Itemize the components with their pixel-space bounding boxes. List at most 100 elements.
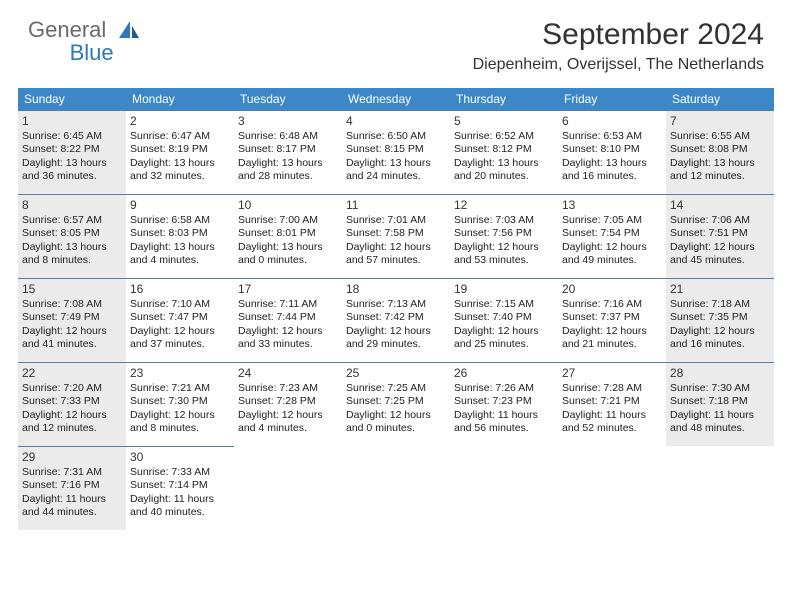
daylight-text-2: and 41 minutes. <box>22 338 97 350</box>
daylight-text: Daylight: 12 hours <box>238 409 323 421</box>
daylight-text: Daylight: 13 hours <box>562 157 647 169</box>
calendar: SundayMondayTuesdayWednesdayThursdayFrid… <box>18 88 774 530</box>
daylight-text-2: and 29 minutes. <box>346 338 421 350</box>
day-number: 10 <box>238 198 338 212</box>
title-block: September 2024 Diepenheim, Overijssel, T… <box>473 18 764 74</box>
day-cell: 2Sunrise: 6:47 AMSunset: 8:19 PMDaylight… <box>126 110 234 194</box>
page-subtitle: Diepenheim, Overijssel, The Netherlands <box>473 56 764 74</box>
day-header: Tuesday <box>234 88 342 110</box>
daylight-text: Daylight: 11 hours <box>562 409 646 421</box>
day-cell: 23Sunrise: 7:21 AMSunset: 7:30 PMDayligh… <box>126 362 234 446</box>
daylight-text: Daylight: 11 hours <box>670 409 754 421</box>
daylight-text: Daylight: 12 hours <box>22 325 107 337</box>
sunset-text: Sunset: 7:14 PM <box>130 479 208 491</box>
calendar-week-row: 8Sunrise: 6:57 AMSunset: 8:05 PMDaylight… <box>18 194 774 278</box>
sunrise-text: Sunrise: 7:15 AM <box>454 298 534 310</box>
sunset-text: Sunset: 7:42 PM <box>346 311 424 323</box>
day-cell: 27Sunrise: 7:28 AMSunset: 7:21 PMDayligh… <box>558 362 666 446</box>
day-number: 13 <box>562 198 662 212</box>
sunset-text: Sunset: 8:15 PM <box>346 143 424 155</box>
day-cell: 7Sunrise: 6:55 AMSunset: 8:08 PMDaylight… <box>666 110 774 194</box>
sunset-text: Sunset: 7:21 PM <box>562 395 640 407</box>
day-details: Sunrise: 7:18 AMSunset: 7:35 PM Daylight:… <box>670 298 770 352</box>
day-details: Sunrise: 6:57 AMSunset: 8:05 PM Daylight:… <box>22 214 122 268</box>
day-header: Friday <box>558 88 666 110</box>
day-cell: 15Sunrise: 7:08 AMSunset: 7:49 PMDayligh… <box>18 278 126 362</box>
day-cell-empty <box>234 446 342 530</box>
daylight-text: Daylight: 12 hours <box>670 325 755 337</box>
day-details: Sunrise: 6:50 AMSunset: 8:15 PMDaylight:… <box>346 130 446 184</box>
day-cell: 3Sunrise: 6:48 AMSunset: 8:17 PMDaylight… <box>234 110 342 194</box>
daylight-text: Daylight: 11 hours <box>22 493 106 505</box>
sunset-text: Sunset: 7:51 PM <box>670 227 748 239</box>
daylight-text: Daylight: 12 hours <box>346 325 431 337</box>
sunset-text: Sunset: 7:16 PM <box>22 479 100 491</box>
daylight-text: Daylight: 13 hours <box>238 241 323 253</box>
day-number: 21 <box>670 282 770 296</box>
day-number: 11 <box>346 198 446 212</box>
daylight-text: Daylight: 13 hours <box>22 241 107 253</box>
daylight-text: Daylight: 13 hours <box>22 157 107 169</box>
sunrise-text: Sunrise: 7:10 AM <box>130 298 210 310</box>
day-cell: 12Sunrise: 7:03 AMSunset: 7:56 PMDayligh… <box>450 194 558 278</box>
sunset-text: Sunset: 8:19 PM <box>130 143 208 155</box>
day-cell: 16Sunrise: 7:10 AMSunset: 7:47 PMDayligh… <box>126 278 234 362</box>
day-cell: 28Sunrise: 7:30 AMSunset: 7:18 PMDayligh… <box>666 362 774 446</box>
sunrise-text: Sunrise: 7:18 AM <box>670 298 750 310</box>
daylight-text-2: and 57 minutes. <box>346 254 421 266</box>
day-cell: 1Sunrise: 6:45 AMSunset: 8:22 PMDaylight… <box>18 110 126 194</box>
day-number: 4 <box>346 114 446 128</box>
day-number: 20 <box>562 282 662 296</box>
sunset-text: Sunset: 8:08 PM <box>670 143 748 155</box>
sunset-text: Sunset: 7:47 PM <box>130 311 208 323</box>
day-header: Sunday <box>18 88 126 110</box>
daylight-text: Daylight: 11 hours <box>454 409 538 421</box>
daylight-text-2: and 4 minutes. <box>238 422 307 434</box>
sunset-text: Sunset: 7:37 PM <box>562 311 640 323</box>
daylight-text: Daylight: 12 hours <box>130 325 215 337</box>
sunrise-text: Sunrise: 6:57 AM <box>22 214 102 226</box>
day-details: Sunrise: 7:06 AMSunset: 7:51 PMDaylight:… <box>670 214 770 268</box>
daylight-text: Daylight: 13 hours <box>454 157 539 169</box>
day-cell-empty <box>558 446 666 530</box>
day-details: Sunrise: 7:16 AMSunset: 7:37 PMDaylight:… <box>562 298 662 352</box>
sunset-text: Sunset: 7:35 PM <box>670 311 748 323</box>
sunset-text: Sunset: 8:05 PM <box>22 227 100 239</box>
daylight-text: Daylight: 12 hours <box>22 409 107 421</box>
sunset-text: Sunset: 7:49 PM <box>22 311 100 323</box>
day-cell: 21 Sunrise: 7:18 AMSunset: 7:35 PM Dayligh… <box>666 278 774 362</box>
day-cell: 30Sunrise: 7:33 AMSunset: 7:14 PMDayligh… <box>126 446 234 530</box>
sunset-text: Sunset: 8:12 PM <box>454 143 532 155</box>
sunrise-text: Sunrise: 7:03 AM <box>454 214 534 226</box>
sunrise-text: Sunrise: 6:47 AM <box>130 130 210 142</box>
sunset-text: Sunset: 7:54 PM <box>562 227 640 239</box>
sunrise-text: Sunrise: 6:53 AM <box>562 130 642 142</box>
sunset-text: Sunset: 7:56 PM <box>454 227 532 239</box>
sunset-text: Sunset: 8:17 PM <box>238 143 316 155</box>
sail-icon <box>116 18 142 48</box>
daylight-text-2: and 52 minutes. <box>562 422 637 434</box>
day-number: 26 <box>454 366 554 380</box>
day-details: Sunrise: 7:00 AMSunset: 8:01 PMDaylight:… <box>238 214 338 268</box>
sunset-text: Sunset: 8:22 PM <box>22 143 100 155</box>
day-details: Sunrise: 6:47 AMSunset: 8:19 PM Daylight:… <box>130 130 230 184</box>
day-details: Sunrise: 7:31 AMSunset: 7:16 PM Daylight:… <box>22 466 122 520</box>
sunset-text: Sunset: 7:23 PM <box>454 395 532 407</box>
day-details: Sunrise: 7:11 AMSunset: 7:44 PMDaylight:… <box>238 298 338 352</box>
day-details: Sunrise: 7:21 AMSunset: 7:30 PMDaylight:… <box>130 382 230 436</box>
sunrise-text: Sunrise: 7:31 AM <box>22 466 102 478</box>
daylight-text: Daylight: 13 hours <box>346 157 431 169</box>
day-cell: 19Sunrise: 7:15 AMSunset: 7:40 PMDayligh… <box>450 278 558 362</box>
logo-text: General GenBlue <box>28 18 114 64</box>
day-cell: 9Sunrise: 6:58 AMSunset: 8:03 PMDaylight… <box>126 194 234 278</box>
daylight-text: Daylight: 13 hours <box>130 157 215 169</box>
sunset-text: Sunset: 7:44 PM <box>238 311 316 323</box>
day-header: Wednesday <box>342 88 450 110</box>
daylight-text-2: and 12 minutes. <box>22 422 97 434</box>
day-details: Sunrise: 7:15 AMSunset: 7:40 PMDaylight:… <box>454 298 554 352</box>
daylight-text-2: and 8 minutes. <box>22 254 91 266</box>
daylight-text-2: and 25 minutes. <box>454 338 529 350</box>
day-number: 30 <box>130 450 230 464</box>
sunrise-text: Sunrise: 7:05 AM <box>562 214 642 226</box>
day-number: 22 <box>22 366 122 380</box>
